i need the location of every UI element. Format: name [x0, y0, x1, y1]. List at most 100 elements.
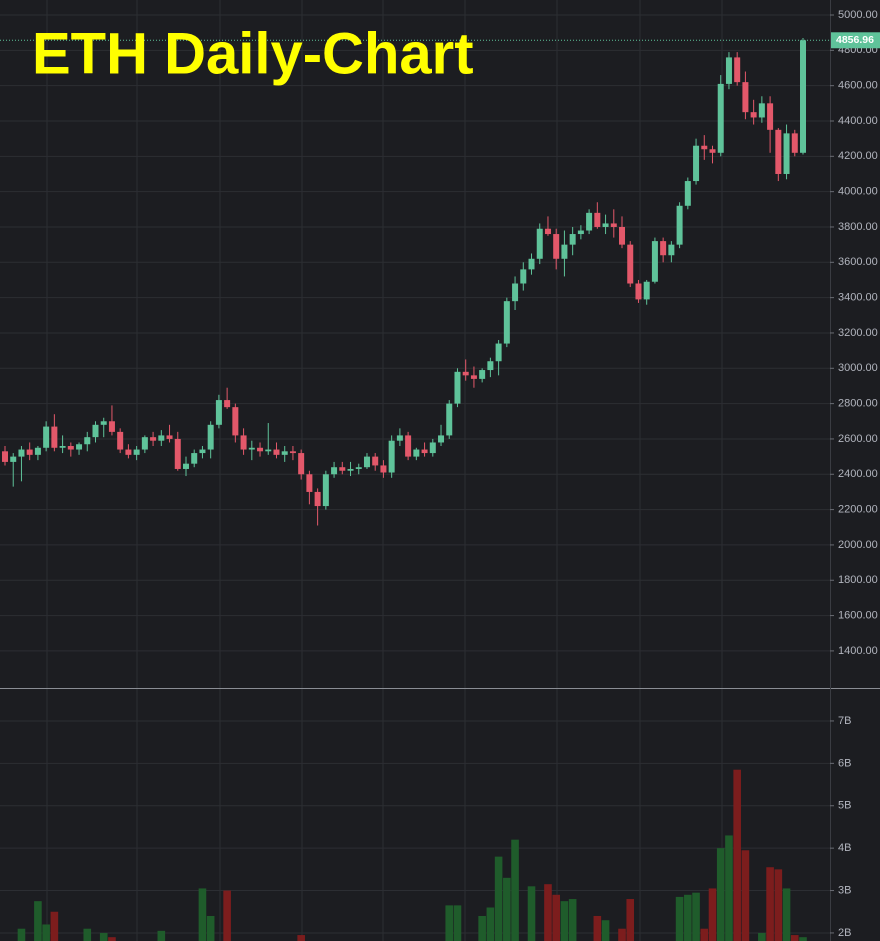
- candle-body: [643, 281, 650, 300]
- y-tick-label: 4B: [838, 842, 851, 854]
- candle-body: [108, 421, 115, 432]
- candle-body: [668, 244, 675, 256]
- candle-body: [717, 83, 724, 153]
- volume-bar: [108, 937, 116, 941]
- candle-body: [166, 435, 173, 439]
- volume-bar: [725, 835, 733, 941]
- candle-body: [577, 230, 584, 235]
- candle-body: [594, 212, 601, 227]
- volume-bar: [206, 915, 215, 941]
- last-price-badge: [831, 32, 880, 49]
- volume-bar: [700, 928, 709, 941]
- candle-body: [520, 269, 527, 284]
- candle-body: [306, 474, 313, 492]
- volume-bar: [774, 869, 783, 941]
- volume-bar: [708, 888, 717, 941]
- candle-body: [51, 426, 58, 448]
- y-tick-label: 4600.00: [838, 80, 878, 92]
- candle-body: [34, 447, 41, 455]
- volume-bar: [297, 935, 305, 941]
- y-tick-label: 1600.00: [838, 609, 878, 621]
- volume-bar: [34, 901, 42, 941]
- candle-body: [660, 241, 667, 256]
- volume-bar: [527, 886, 536, 941]
- y-tick-label: 2600.00: [838, 433, 878, 445]
- volume-bar: [494, 856, 503, 941]
- volume-bar: [790, 935, 799, 941]
- candle-body: [512, 283, 519, 302]
- candle-body: [413, 449, 420, 457]
- candle-body: [248, 447, 255, 450]
- candle-body: [18, 449, 25, 457]
- candle-body: [158, 435, 165, 441]
- candle-body: [536, 228, 543, 259]
- y-tick-label: 2200.00: [838, 504, 878, 516]
- candle-body: [470, 375, 477, 379]
- volume-bar: [99, 932, 108, 941]
- volume-bar: [445, 905, 454, 941]
- y-tick-label: 3200.00: [838, 327, 878, 339]
- candle-body: [191, 453, 198, 464]
- candle-body: [141, 437, 148, 450]
- candle-body: [26, 449, 33, 455]
- volume-bar: [223, 890, 231, 941]
- candle-body: [429, 442, 436, 454]
- candle-body: [363, 456, 370, 468]
- candle-body: [339, 467, 346, 471]
- candle-body: [84, 437, 91, 445]
- volume-bar: [766, 867, 774, 941]
- y-tick-label: 2000.00: [838, 539, 878, 551]
- volume-bar: [593, 915, 602, 941]
- y-tick-label: 3400.00: [838, 292, 878, 304]
- candle-body: [462, 371, 469, 376]
- volume-bar: [618, 928, 626, 941]
- candle-body: [676, 205, 683, 245]
- candle-body: [207, 424, 214, 450]
- candle-body: [569, 234, 576, 245]
- candle-body: [602, 223, 609, 227]
- candle-body: [553, 234, 560, 259]
- candle-body: [355, 467, 362, 469]
- volume-bar: [560, 901, 569, 941]
- volume-bar: [17, 928, 26, 941]
- volume-bar: [799, 937, 807, 941]
- candle-body: [380, 465, 387, 473]
- candle-body: [331, 467, 338, 475]
- candle-body: [635, 283, 642, 300]
- candle-body: [396, 435, 403, 441]
- candle-body: [240, 435, 247, 450]
- candle-body: [610, 223, 617, 227]
- volume-bar: [716, 848, 725, 941]
- volume-bar: [601, 920, 610, 941]
- y-tick-label: 6B: [838, 757, 851, 769]
- candle-body: [767, 103, 774, 130]
- y-tick-label: 7B: [838, 715, 851, 727]
- candle-body: [150, 437, 157, 441]
- candle-body: [67, 446, 74, 450]
- candle-body: [454, 371, 461, 404]
- candle-body: [651, 241, 658, 282]
- candle-body: [174, 438, 181, 469]
- candle-body: [421, 449, 428, 454]
- volume-bar: [544, 884, 552, 941]
- candle-body: [133, 449, 140, 455]
- candle-body: [619, 226, 626, 245]
- candle-body: [347, 468, 354, 471]
- candle-body: [199, 449, 206, 454]
- volume-bar: [741, 850, 750, 941]
- candle-body: [2, 451, 8, 462]
- volume-bar: [758, 932, 766, 941]
- y-tick-label: 5000.00: [838, 9, 878, 21]
- candle-body: [487, 361, 494, 371]
- candle-body: [405, 435, 412, 457]
- volume-bar: [511, 839, 519, 941]
- volume-bar: [486, 907, 495, 941]
- candle-body: [800, 40, 806, 153]
- candle-body: [215, 400, 222, 425]
- candle-body: [701, 145, 708, 150]
- candle-body: [684, 181, 691, 206]
- y-tick-label: 1800.00: [838, 574, 878, 586]
- candle-body: [59, 446, 66, 448]
- candle-body: [725, 57, 732, 84]
- volume-bar: [83, 928, 92, 941]
